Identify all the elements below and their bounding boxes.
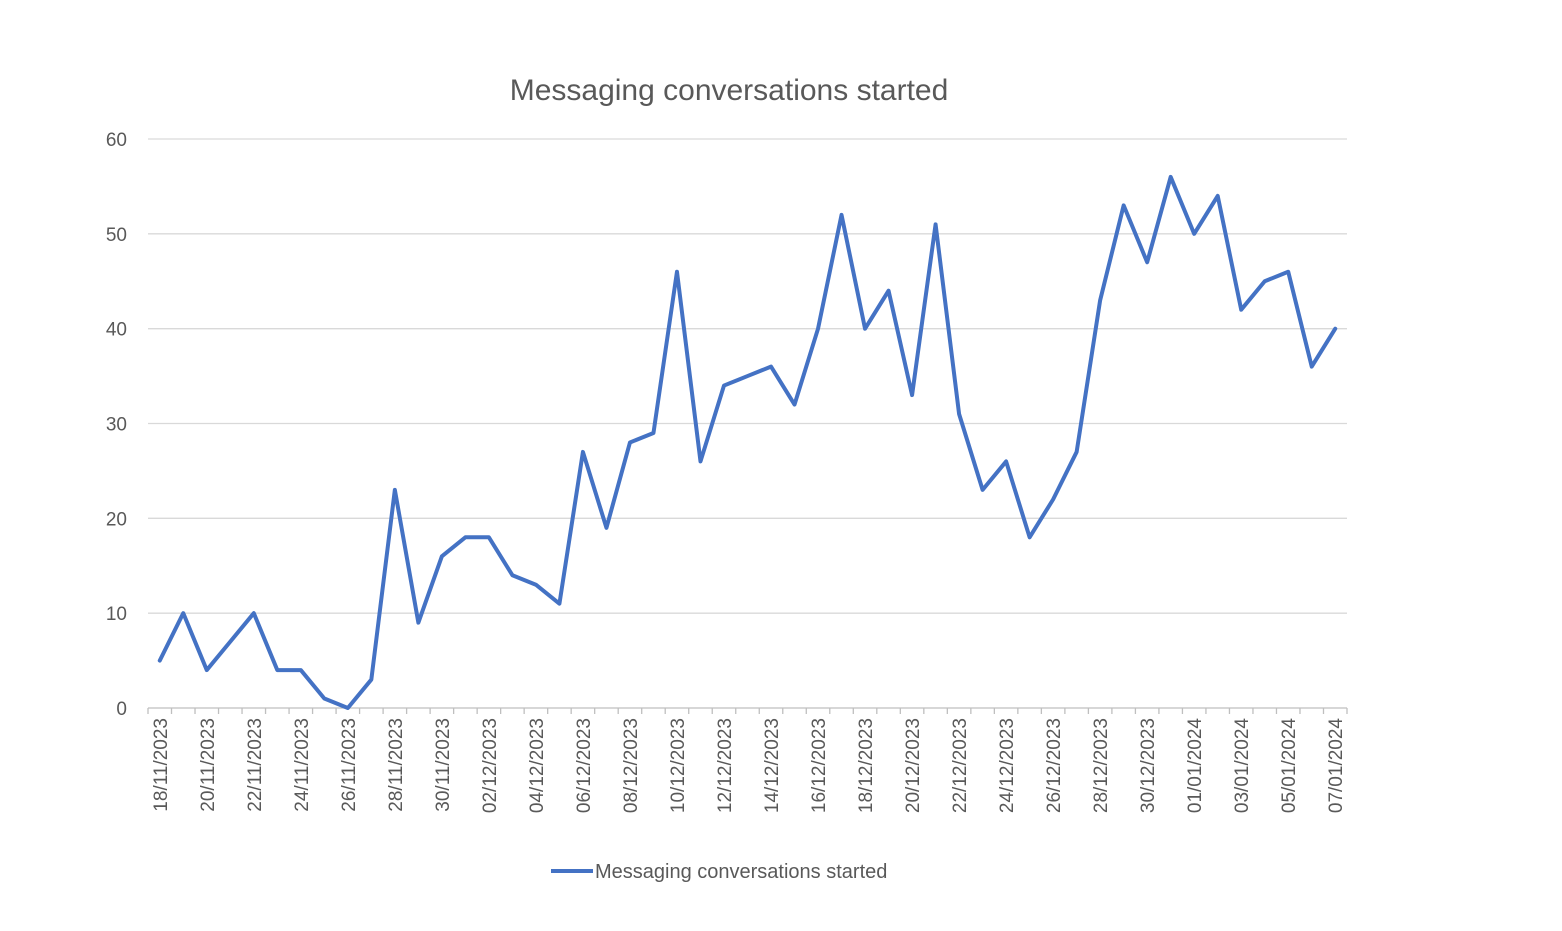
x-tick-label: 05/01/2024 xyxy=(1279,718,1300,814)
x-tick-label: 18/11/2023 xyxy=(151,718,172,812)
x-tick-label: 30/12/2023 xyxy=(1138,718,1159,813)
x-tick-label: 28/12/2023 xyxy=(1091,718,1112,813)
y-tick-label: 0 xyxy=(116,699,127,720)
x-tick-label: 26/11/2023 xyxy=(339,718,360,812)
x-tick-label: 24/11/2023 xyxy=(292,718,313,812)
y-tick-label: 40 xyxy=(106,320,127,341)
x-tick-label: 07/01/2024 xyxy=(1326,718,1347,814)
y-tick-label: 50 xyxy=(106,225,127,246)
x-tick-label: 14/12/2023 xyxy=(762,718,783,813)
x-tick-label: 06/12/2023 xyxy=(574,718,595,813)
y-tick-label: 20 xyxy=(106,509,127,530)
series-lines xyxy=(157,174,1338,710)
legend-label: Messaging conversations started xyxy=(595,861,887,883)
x-axis-ticks: 18/11/2023 20/11/2023 22/11/2023 24/11/2023… xyxy=(147,708,1348,814)
x-tick-label: 04/12/2023 xyxy=(527,718,548,813)
y-axis-ticks: 0 10 20 30 40 50 60 xyxy=(106,130,127,720)
gridlines xyxy=(148,138,1347,614)
x-tick-label: 24/12/2023 xyxy=(997,718,1018,813)
x-tick-label: 16/12/2023 xyxy=(809,718,830,813)
x-tick-label: 12/12/2023 xyxy=(715,718,736,813)
legend: Messaging conversations started xyxy=(551,861,887,883)
x-tick-label: 08/12/2023 xyxy=(621,718,642,813)
x-tick-label: 01/01/2024 xyxy=(1185,718,1206,814)
y-tick-label: 10 xyxy=(106,604,127,625)
x-tick-label: 20/11/2023 xyxy=(198,718,219,812)
x-tick-label: 28/11/2023 xyxy=(386,718,407,812)
chart-title: Messaging conversations started xyxy=(510,74,949,107)
x-tick-label: 03/01/2024 xyxy=(1232,718,1253,814)
series-line xyxy=(157,174,1338,710)
x-tick-label: 30/11/2023 xyxy=(433,718,454,812)
y-tick-label: 60 xyxy=(106,130,127,151)
x-tick-label: 18/12/2023 xyxy=(856,718,877,813)
y-tick-label: 30 xyxy=(106,415,127,436)
x-tick-label: 20/12/2023 xyxy=(903,718,924,813)
x-tick-label: 22/12/2023 xyxy=(950,718,971,813)
x-tick-label: 10/12/2023 xyxy=(668,718,689,813)
x-tick-label: 22/11/2023 xyxy=(245,718,266,812)
x-tick-label: 26/12/2023 xyxy=(1044,718,1065,813)
x-tick-label: 02/12/2023 xyxy=(480,718,501,813)
